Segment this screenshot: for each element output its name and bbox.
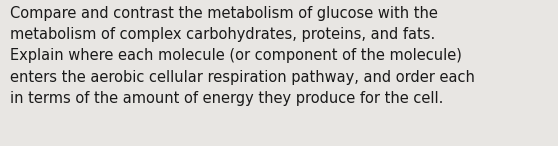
Text: Compare and contrast the metabolism of glucose with the
metabolism of complex ca: Compare and contrast the metabolism of g… [10, 6, 475, 106]
